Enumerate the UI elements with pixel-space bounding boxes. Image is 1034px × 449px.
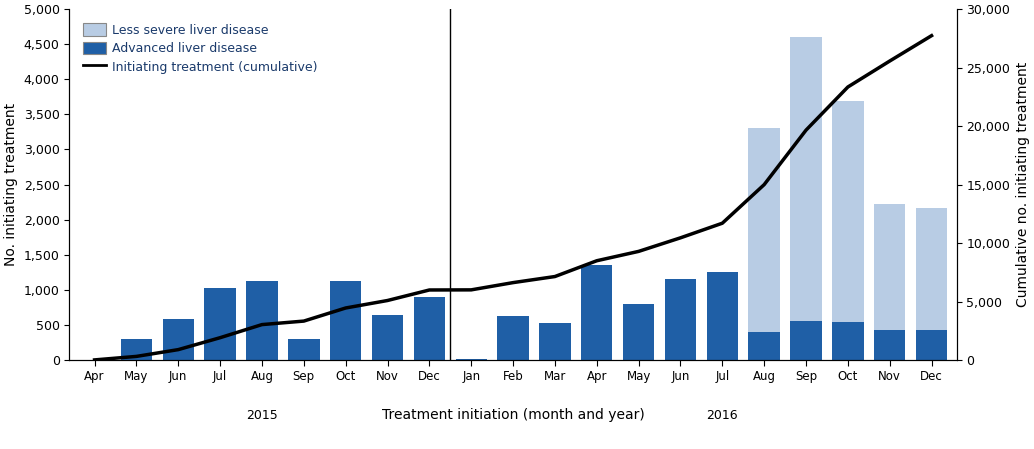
Bar	[162, 319, 194, 360]
X-axis label: Treatment initiation (month and year): Treatment initiation (month and year)	[382, 409, 644, 423]
Text: 2015: 2015	[246, 409, 278, 422]
Bar	[246, 282, 278, 360]
Bar	[749, 332, 780, 360]
Bar	[622, 304, 655, 360]
Bar	[456, 359, 487, 360]
Bar	[790, 321, 822, 360]
Bar	[790, 36, 822, 321]
Bar	[414, 297, 445, 360]
Bar	[916, 208, 947, 330]
Bar	[874, 330, 906, 360]
Bar	[665, 278, 696, 360]
Bar	[539, 323, 571, 360]
Bar	[121, 339, 152, 360]
Legend: Less severe liver disease, Advanced liver disease, Initiating treatment (cumulat: Less severe liver disease, Advanced live…	[75, 15, 325, 81]
Bar	[581, 265, 612, 360]
Y-axis label: No. initiating treatment: No. initiating treatment	[4, 103, 19, 266]
Bar	[205, 288, 236, 360]
Bar	[874, 204, 906, 330]
Y-axis label: Cumulative no. initiating treatment: Cumulative no. initiating treatment	[1015, 62, 1030, 307]
Bar	[372, 315, 403, 360]
Bar	[832, 101, 863, 322]
Bar	[288, 339, 320, 360]
Bar	[916, 330, 947, 360]
Text: 2016: 2016	[706, 409, 738, 422]
Bar	[749, 128, 780, 332]
Bar	[706, 272, 738, 360]
Bar	[330, 282, 361, 360]
Bar	[497, 317, 528, 360]
Bar	[832, 322, 863, 360]
